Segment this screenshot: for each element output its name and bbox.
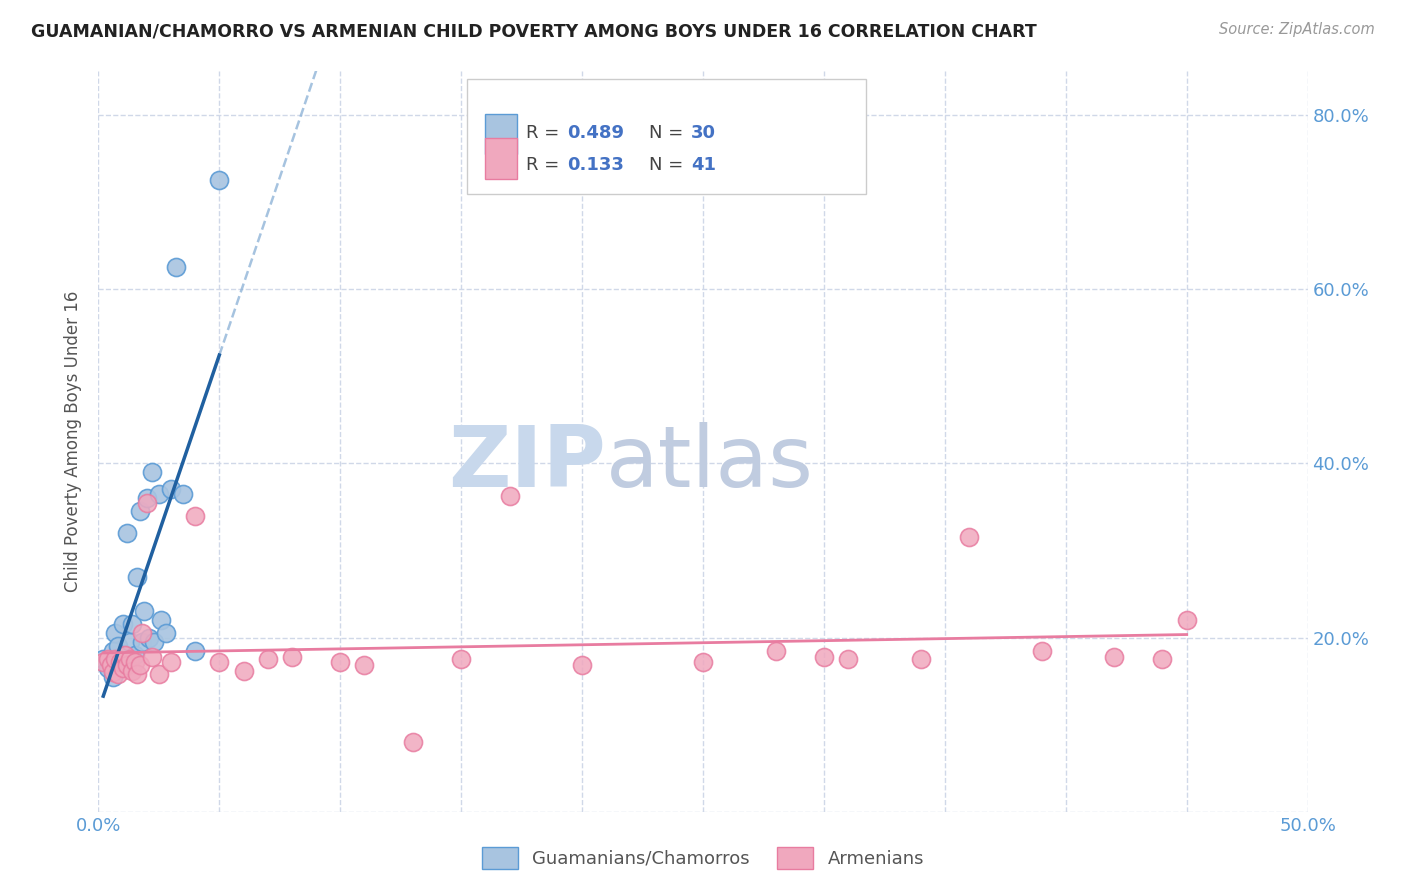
Text: N =: N = bbox=[648, 155, 689, 174]
Text: atlas: atlas bbox=[606, 422, 814, 505]
Text: N =: N = bbox=[648, 124, 689, 142]
FancyBboxPatch shape bbox=[485, 138, 517, 178]
Text: GUAMANIAN/CHAMORRO VS ARMENIAN CHILD POVERTY AMONG BOYS UNDER 16 CORRELATION CHA: GUAMANIAN/CHAMORRO VS ARMENIAN CHILD POV… bbox=[31, 22, 1036, 40]
Legend: Guamanians/Chamorros, Armenians: Guamanians/Chamorros, Armenians bbox=[475, 839, 931, 876]
Text: ZIP: ZIP bbox=[449, 422, 606, 505]
Text: R =: R = bbox=[526, 124, 565, 142]
Text: 30: 30 bbox=[690, 124, 716, 142]
Text: 0.133: 0.133 bbox=[568, 155, 624, 174]
FancyBboxPatch shape bbox=[485, 113, 517, 154]
Text: 41: 41 bbox=[690, 155, 716, 174]
Text: 0.489: 0.489 bbox=[568, 124, 624, 142]
Y-axis label: Child Poverty Among Boys Under 16: Child Poverty Among Boys Under 16 bbox=[65, 291, 83, 592]
Text: R =: R = bbox=[526, 155, 565, 174]
FancyBboxPatch shape bbox=[467, 78, 866, 194]
Text: Source: ZipAtlas.com: Source: ZipAtlas.com bbox=[1219, 22, 1375, 37]
